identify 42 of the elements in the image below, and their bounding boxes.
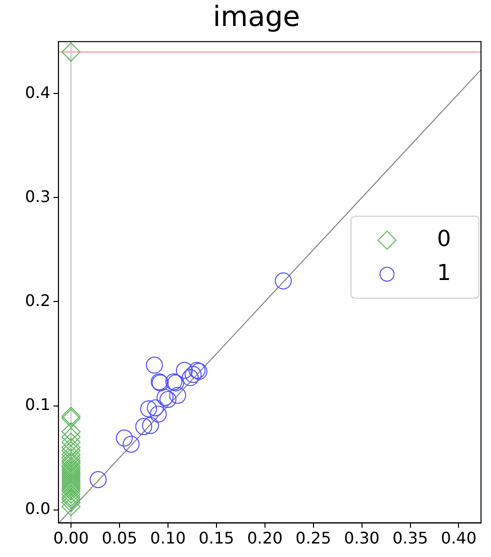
x-tick-label: 0.15 xyxy=(198,528,234,548)
point xyxy=(146,399,164,416)
point xyxy=(184,366,202,384)
point xyxy=(62,497,81,516)
point xyxy=(182,369,199,386)
x-tick-label: 0.00 xyxy=(53,528,89,548)
point xyxy=(90,471,107,488)
point xyxy=(116,430,133,447)
y-tick-label: 0.0 xyxy=(24,498,50,518)
x-tick-label: 0.10 xyxy=(150,528,186,548)
point xyxy=(62,438,81,457)
point xyxy=(150,406,167,423)
chart-title: image xyxy=(212,0,300,34)
y-tick-label: 0.4 xyxy=(24,82,50,102)
y-tick-label: 0.1 xyxy=(24,394,50,414)
x-tick-label: 0.30 xyxy=(344,528,380,548)
x-tick-label: 0.05 xyxy=(102,528,138,548)
point xyxy=(176,362,193,379)
point xyxy=(169,386,186,404)
x-tick-label: 0.40 xyxy=(440,528,477,548)
x-tick-label: 0.20 xyxy=(247,528,283,548)
point xyxy=(142,417,160,434)
legend-label: 1 xyxy=(437,260,451,286)
point xyxy=(62,427,81,446)
point xyxy=(62,484,81,504)
y-tick-label: 0.3 xyxy=(24,186,50,206)
point xyxy=(274,272,292,290)
legend-label: 0 xyxy=(437,226,451,252)
point xyxy=(146,356,163,374)
point xyxy=(62,493,81,512)
point xyxy=(62,422,81,442)
point xyxy=(135,418,152,436)
point xyxy=(140,400,158,418)
point xyxy=(62,448,81,468)
point xyxy=(62,432,81,452)
point xyxy=(62,440,81,460)
point xyxy=(62,42,81,62)
x-tick-label: 0.35 xyxy=(392,528,428,548)
y-tick-label: 0.2 xyxy=(24,290,50,310)
x-tick-label: 0.25 xyxy=(296,528,332,548)
point xyxy=(62,445,81,464)
point xyxy=(122,436,140,453)
